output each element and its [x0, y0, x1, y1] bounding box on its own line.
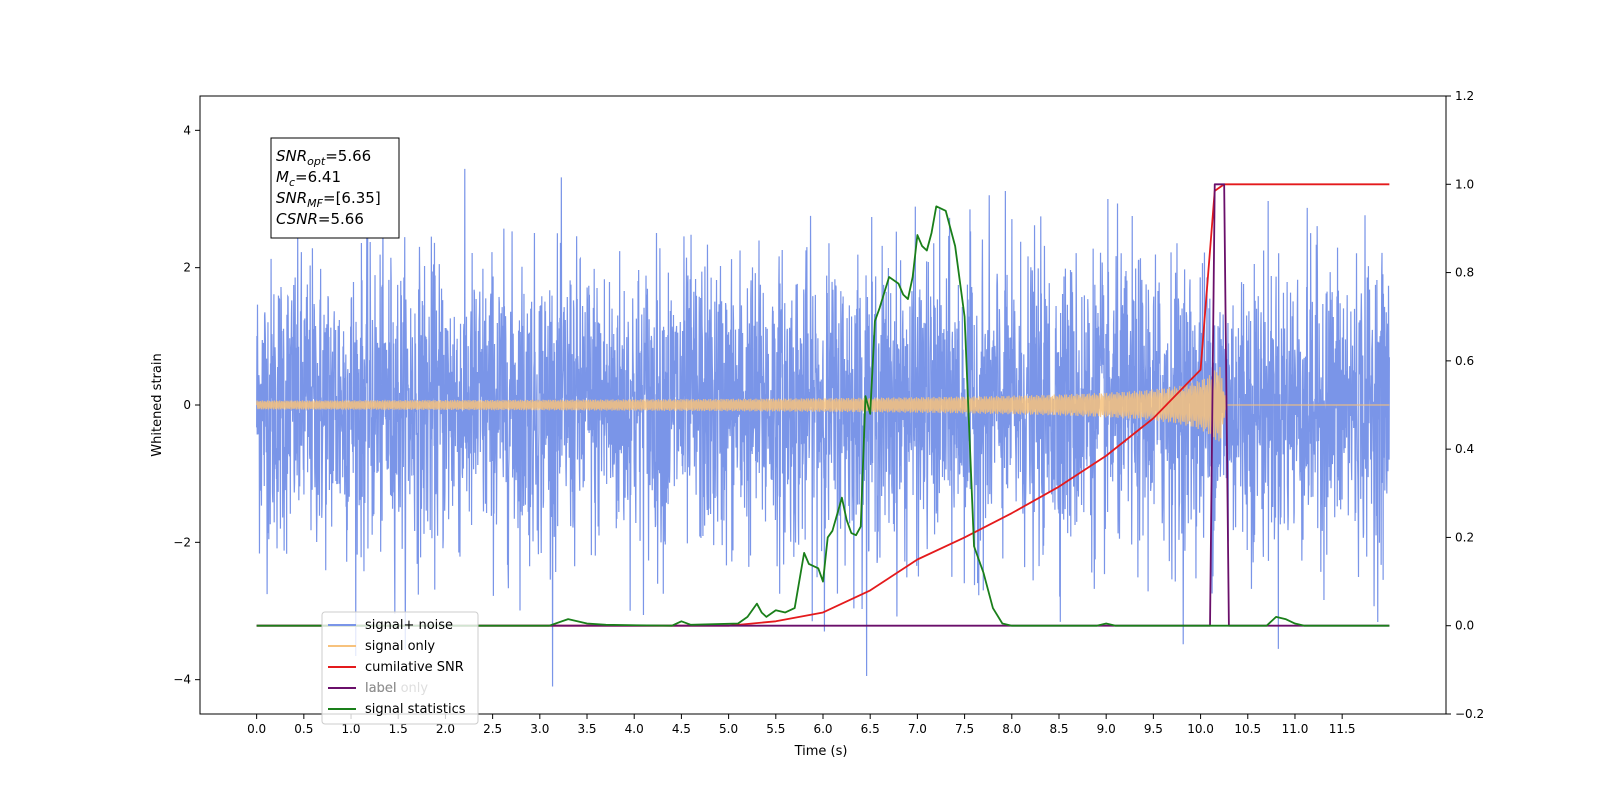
- y-tick-label-right: 0.0: [1455, 619, 1474, 633]
- x-tick-label: 3.0: [530, 722, 549, 736]
- annotation-line: SNRMF=[6.35]: [276, 189, 381, 210]
- annotation-symbol: SNR: [276, 147, 307, 165]
- x-tick-label: 4.0: [625, 722, 644, 736]
- annotation-symbol: M: [276, 168, 289, 186]
- x-tick-label: 6.5: [861, 722, 880, 736]
- annotation-subscript: MF: [307, 197, 323, 210]
- x-tick-label: 10.5: [1234, 722, 1261, 736]
- y-tick-label-right: 0.6: [1455, 354, 1474, 368]
- annotation-line: CSNR=5.66: [276, 210, 364, 228]
- annotation-frame: [270, 137, 400, 239]
- y-axis-right: −0.2 0.0 0.2 0.4 0.6 0.8 1.0 1.2: [1446, 89, 1484, 721]
- annotation-value: =[6.35]: [323, 189, 381, 207]
- annotation-value: =5.66: [325, 147, 371, 165]
- y-tick-label-left: −2: [173, 535, 191, 549]
- x-tick-label: 6.0: [813, 722, 832, 736]
- x-tick-label: 9.0: [1097, 722, 1116, 736]
- x-tick-label: 3.5: [577, 722, 596, 736]
- x-tick-label: 9.5: [1144, 722, 1163, 736]
- legend-entry: signal statistics: [365, 702, 466, 717]
- y-tick-label-left: −4: [173, 673, 191, 687]
- x-tick-label: 5.0: [719, 722, 738, 736]
- x-tick-label: 1.0: [341, 722, 360, 736]
- y-tick-label-left: 4: [183, 123, 191, 137]
- legend-entry: label: [365, 681, 396, 696]
- legend-entry: cumilative SNR: [365, 660, 464, 675]
- annotation-value: =5.66: [318, 210, 364, 228]
- y-tick-label-left: 0: [183, 398, 191, 412]
- x-tick-label: 5.5: [766, 722, 785, 736]
- x-axis: 0.0 0.5 1.0 1.5 2.0 2.5 3.0 3.5 4.0 4.5 5.0 5.5 6.0 6…: [247, 714, 1356, 736]
- annotation-value: =6.41: [295, 168, 341, 186]
- legend: signal+ noise signal only cumilative SNR la…: [321, 611, 479, 725]
- y-tick-label-right: −0.2: [1455, 707, 1484, 721]
- annotation-subscript: c: [289, 176, 295, 189]
- annotation-symbol: SNR: [276, 189, 307, 207]
- y-axis-left: −4 −2 0 2 4: [173, 123, 200, 687]
- annotation-symbol: CSNR: [276, 210, 318, 228]
- x-tick-label: 7.0: [908, 722, 927, 736]
- x-tick-label: 0.0: [247, 722, 266, 736]
- series-cumilative-snr: [256, 183, 1390, 627]
- x-tick-label: 11.5: [1329, 722, 1356, 736]
- y-tick-label-right: 0.4: [1455, 442, 1474, 456]
- series-signal-only: [256, 367, 1390, 442]
- annotation-subscript: opt: [307, 155, 326, 168]
- y-axis-label: Whitened strain: [150, 353, 165, 456]
- x-tick-label: 0.5: [294, 722, 313, 736]
- x-axis-label: Time (s): [794, 744, 848, 759]
- y-tick-label-left: 2: [183, 261, 191, 275]
- y-tick-label-right: 0.2: [1455, 530, 1474, 544]
- annotation-line: SNRopt=5.66: [276, 147, 371, 168]
- legend-entry-faded: label only: [365, 681, 428, 696]
- x-tick-label: 4.5: [672, 722, 691, 736]
- x-tick-label: 10.0: [1187, 722, 1214, 736]
- x-tick-label: 8.5: [1049, 722, 1068, 736]
- x-tick-label: 2.0: [436, 722, 455, 736]
- x-tick-label: 8.0: [1002, 722, 1021, 736]
- x-tick-label: 1.5: [389, 722, 408, 736]
- series-signal-statistics: [256, 205, 1390, 627]
- legend-entry: signal+ noise: [365, 618, 453, 633]
- y-tick-label-right: 0.8: [1455, 266, 1474, 280]
- y-tick-label-right: 1.0: [1455, 177, 1474, 191]
- legend-frame: [321, 611, 479, 725]
- x-tick-label: 2.5: [483, 722, 502, 736]
- annotation-line: Mc=6.41: [276, 168, 341, 189]
- legend-entry: signal only: [365, 639, 435, 654]
- series-layer: [256, 168, 1390, 687]
- x-tick-label: 11.0: [1282, 722, 1309, 736]
- x-tick-label: 7.5: [955, 722, 974, 736]
- y-tick-label-right: 1.2: [1455, 89, 1474, 103]
